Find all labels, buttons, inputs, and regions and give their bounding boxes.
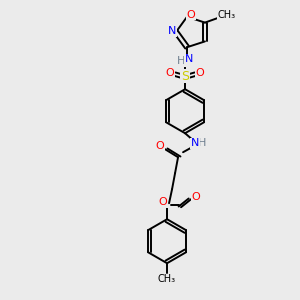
Text: O: O [156, 141, 164, 151]
Text: H: H [177, 56, 185, 66]
Text: O: O [196, 68, 204, 78]
Text: N: N [168, 26, 176, 36]
Text: O: O [159, 197, 167, 207]
Text: CH₃: CH₃ [218, 10, 236, 20]
Text: O: O [192, 192, 200, 202]
Text: S: S [181, 70, 189, 83]
Text: CH₃: CH₃ [158, 274, 176, 284]
Text: H: H [198, 138, 206, 148]
Text: O: O [187, 10, 195, 20]
Text: N: N [185, 54, 193, 64]
Text: O: O [166, 68, 174, 78]
Text: N: N [191, 138, 199, 148]
